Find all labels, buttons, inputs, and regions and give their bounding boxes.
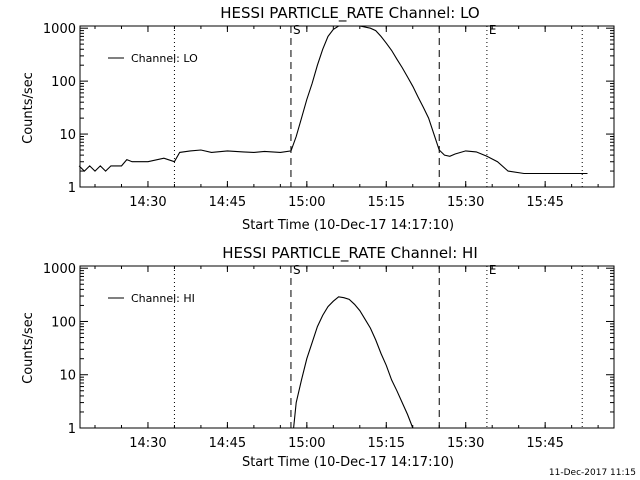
y-tick-label: 10 (59, 128, 76, 143)
y-tick-label: 10 (59, 369, 76, 384)
y-tick-label: 1000 (43, 262, 76, 277)
series-line (293, 296, 414, 429)
legend-label: Channel: HI (131, 292, 195, 305)
plot-frame (79, 265, 615, 429)
x-tick-label: 14:30 (129, 195, 166, 210)
x-tick-label: 15:45 (526, 436, 563, 451)
x-tick-label: 15:00 (288, 195, 325, 210)
y-tick-label: 100 (51, 315, 76, 330)
x-axis-label-lo: Start Time (10-Dec-17 14:17:10) (242, 218, 454, 233)
chart-title-lo: HESSI PARTICLE_RATE Channel: LO (220, 4, 479, 23)
series-line (78, 25, 588, 175)
chart-panel-lo: HESSI PARTICLE_RATE Channel: LO Counts/s… (21, 4, 615, 233)
chart-panel-hi: HESSI PARTICLE_RATE Channel: HI Counts/s… (21, 244, 615, 470)
x-tick-label: 14:45 (209, 195, 246, 210)
y-tick-label: 1000 (43, 22, 76, 37)
y-tick-label: 100 (51, 75, 76, 90)
x-tick-label: 15:00 (288, 436, 325, 451)
plot-area-hi: S E 14:30 14:45 15:00 15:15 15:30 15:45 1 10 100 10… (43, 262, 615, 451)
y-tick-label: 1 (68, 181, 76, 196)
footer-timestamp: 11-Dec-2017 11:15 (548, 468, 636, 478)
chart-title-hi: HESSI PARTICLE_RATE Channel: HI (222, 244, 478, 263)
plot-area-lo: S E 14:30 14:45 15:00 15:15 15:30 15:45 1 10 100 10… (43, 22, 615, 210)
x-tick-label: 14:30 (129, 436, 166, 451)
legend-label: Channel: LO (131, 52, 198, 65)
y-tick-label: 1 (68, 422, 76, 437)
y-axis-label-hi: Counts/sec (21, 312, 36, 384)
x-tick-label: 15:15 (368, 436, 405, 451)
marker-label-e: E (489, 23, 497, 37)
x-tick-label: 15:45 (526, 195, 563, 210)
marker-label-s: S (293, 263, 301, 277)
marker-label-s: S (293, 23, 301, 37)
x-axis-label-hi: Start Time (10-Dec-17 14:17:10) (242, 455, 454, 470)
x-tick-label: 15:30 (447, 195, 484, 210)
plot-frame (79, 25, 615, 188)
y-axis-label-lo: Counts/sec (21, 72, 36, 144)
x-tick-label: 14:45 (209, 436, 246, 451)
x-tick-label: 15:15 (368, 195, 405, 210)
marker-label-e: E (489, 263, 497, 277)
x-tick-label: 15:30 (447, 436, 484, 451)
